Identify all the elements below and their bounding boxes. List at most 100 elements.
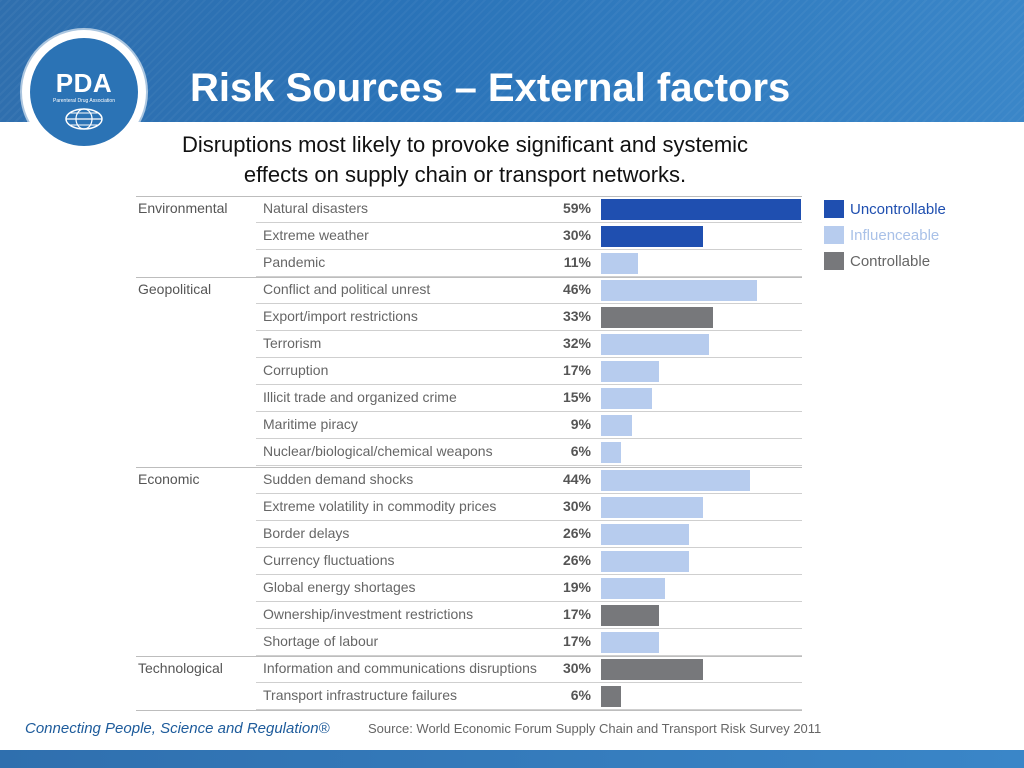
bar — [601, 469, 750, 491]
category-label: Environmental — [138, 200, 228, 216]
value-label: 19% — [562, 578, 591, 595]
bar — [601, 577, 665, 599]
row-divider — [256, 708, 802, 710]
bar — [601, 631, 659, 653]
value-label: 9% — [570, 416, 591, 433]
globe-icon — [65, 108, 103, 130]
footer-tagline: Connecting People, Science and Regulatio… — [25, 720, 330, 737]
chart-row: Ownership/investment restrictions 17% — [136, 602, 802, 629]
chart-row: Corruption 17% — [136, 358, 802, 386]
risk-label: Information and communications disruptio… — [263, 659, 537, 676]
value-label: 15% — [562, 389, 591, 406]
risk-bar-chart: Environmental Natural disasters 59% Extreme… — [136, 196, 802, 711]
legend-swatch — [824, 226, 844, 244]
chart-row: Currency fluctuations 26% — [136, 548, 802, 575]
risk-label: Export/import restrictions — [263, 308, 418, 325]
header-band — [0, 0, 1024, 122]
chart-row: Environmental Natural disasters 59% — [136, 196, 802, 223]
bar — [601, 442, 621, 464]
risk-label: Global energy shortages — [263, 578, 416, 595]
row-divider — [256, 546, 802, 548]
risk-label: Ownership/investment restrictions — [263, 605, 474, 622]
risk-label: Currency fluctuations — [263, 551, 395, 568]
value-label: 59% — [562, 200, 591, 216]
source-note: Source: World Economic Forum Supply Chai… — [368, 721, 822, 736]
legend-item-controllable: Controllable — [824, 250, 1014, 276]
chart-row: Nuclear/biological/chemical weapons 6% — [136, 439, 802, 467]
risk-label: Nuclear/biological/chemical weapons — [263, 443, 493, 460]
pda-logo: PDA Parenteral Drug Association — [22, 30, 146, 154]
group-divider — [136, 196, 802, 197]
risk-label: Pandemic — [263, 254, 326, 271]
row-divider — [256, 411, 802, 413]
chart-row: Technological Information and communicati… — [136, 655, 802, 683]
chart-row: Extreme weather 30% — [136, 223, 802, 251]
row-divider — [256, 519, 802, 521]
row-divider — [256, 276, 802, 278]
value-label: 11% — [563, 254, 591, 271]
group-divider — [136, 466, 802, 468]
chart-row: Export/import restrictions 33% — [136, 304, 802, 332]
legend-swatch — [824, 200, 844, 218]
page-title: Risk Sources – External factors — [190, 66, 791, 110]
row-divider — [256, 600, 802, 602]
risk-label: Sudden demand shocks — [263, 470, 414, 487]
chart-row: Pandemic 11% — [136, 250, 802, 278]
legend-label: Controllable — [850, 253, 931, 270]
category-label: Technological — [138, 659, 223, 676]
chart-row: Extreme volatility in commodity prices 30… — [136, 494, 802, 521]
category-label: Geopolitical — [138, 281, 212, 298]
risk-label: Extreme volatility in commodity prices — [263, 497, 497, 514]
risk-label: Border delays — [263, 524, 350, 541]
value-label: 30% — [562, 497, 591, 514]
bar — [601, 415, 632, 437]
chart-row: Border delays 26% — [136, 521, 802, 548]
value-label: 44% — [562, 470, 591, 487]
row-divider — [256, 627, 802, 629]
value-label: 6% — [570, 686, 591, 703]
row-divider — [256, 222, 802, 223]
row-divider — [256, 249, 802, 251]
row-divider — [256, 654, 802, 656]
legend-item-influenceable: Influenceable — [824, 224, 1014, 250]
chart-row: Transport infrastructure failures 6% — [136, 683, 802, 710]
subtitle-line-2: effects on supply chain or transport net… — [243, 162, 687, 187]
value-label: 33% — [562, 308, 591, 325]
risk-label: Shortage of labour — [263, 632, 379, 649]
risk-label: Illicit trade and organized crime — [263, 389, 457, 406]
legend-item-uncontrollable: Uncontrollable — [824, 198, 1014, 224]
risk-label: Natural disasters — [263, 200, 369, 216]
bar — [601, 388, 652, 410]
chart-row: Geopolitical Conflict and political unres… — [136, 277, 802, 305]
value-label: 17% — [562, 605, 591, 622]
row-divider — [256, 357, 802, 359]
chart-bottom-line — [136, 709, 802, 711]
bar — [601, 361, 659, 383]
risk-label: Terrorism — [263, 335, 322, 352]
logo-subtext: Parenteral Drug Association — [53, 98, 115, 104]
bar — [601, 604, 659, 626]
risk-label: Maritime piracy — [263, 416, 358, 433]
bar — [601, 496, 703, 518]
row-divider — [256, 384, 802, 386]
chart-row: Global energy shortages 19% — [136, 575, 802, 602]
chart-row: Shortage of labour 17% — [136, 629, 802, 656]
bar — [601, 253, 638, 275]
subtitle-line-1: Disruptions most likely to provoke signi… — [181, 132, 749, 157]
group-divider — [136, 655, 802, 657]
value-label: 30% — [562, 659, 591, 676]
footer-band — [0, 750, 1024, 768]
risk-label: Extreme weather — [263, 227, 369, 244]
bar — [601, 307, 713, 329]
row-divider — [256, 681, 802, 683]
logo-text: PDA — [55, 68, 113, 98]
row-divider — [256, 438, 802, 440]
value-label: 17% — [562, 632, 591, 649]
bar — [601, 658, 703, 680]
logo-badge: PDA Parenteral Drug Association — [30, 38, 138, 146]
chart-row: Maritime piracy 9% — [136, 412, 802, 440]
bar — [601, 199, 801, 220]
row-divider — [256, 303, 802, 305]
value-label: 46% — [562, 281, 591, 298]
chart-subtitle: Disruptions most likely to provoke signi… — [120, 130, 810, 190]
